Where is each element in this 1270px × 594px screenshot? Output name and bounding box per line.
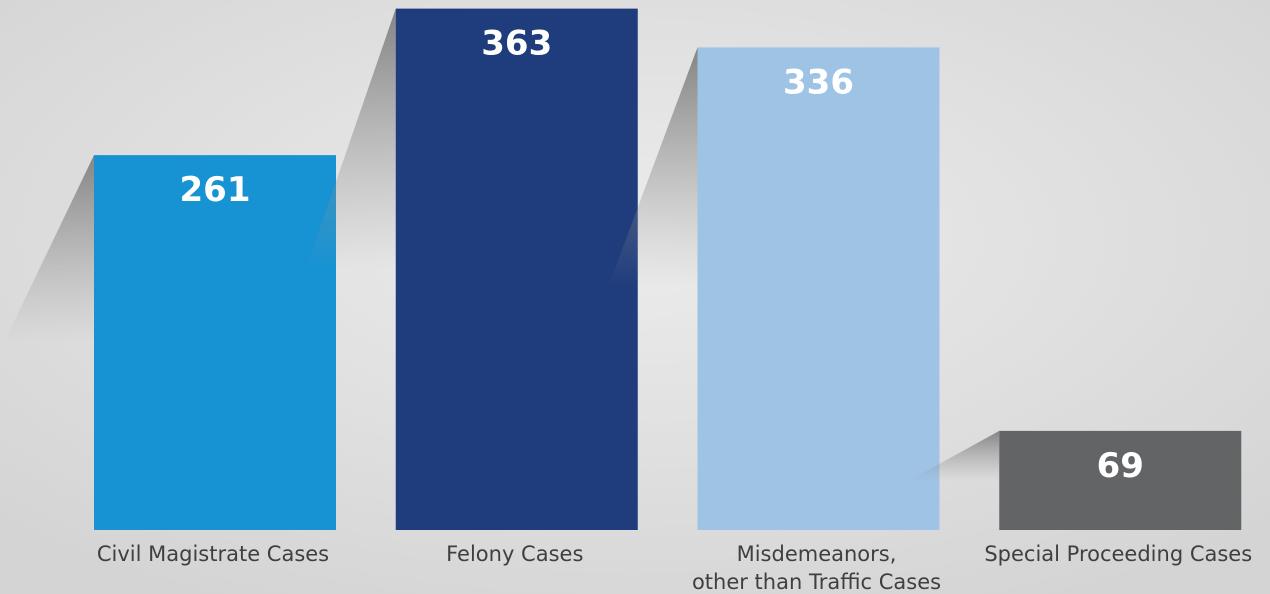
bar-shadow — [305, 8, 396, 270]
bar-shadow — [607, 47, 698, 289]
x-tick-label-line: Felony Cases — [446, 542, 583, 566]
bar — [697, 47, 940, 530]
x-tick-label-line: other than Traffic Cases — [692, 570, 941, 594]
value-label: 336 — [783, 62, 854, 102]
bar — [395, 8, 638, 531]
bar-shadow — [909, 430, 1000, 481]
bar — [94, 155, 336, 530]
x-tick-label-line: Special Proceeding Cases — [984, 542, 1252, 566]
x-tick-label-line: Misdemeanors, — [737, 542, 897, 566]
x-tick-label-line: Civil Magistrate Cases — [97, 542, 329, 566]
value-label: 261 — [180, 170, 251, 210]
x-tick-label: Felony Cases — [446, 542, 583, 566]
x-tick-label: Special Proceeding Cases — [984, 542, 1252, 566]
bar — [999, 430, 1242, 530]
bar-shadow — [4, 155, 94, 343]
value-label: 363 — [481, 24, 552, 64]
value-label: 69 — [1097, 446, 1144, 486]
x-tick-label: Misdemeanors, other than Traffic Cases — [692, 542, 941, 594]
x-tick-label: Civil Magistrate Cases — [97, 542, 329, 566]
